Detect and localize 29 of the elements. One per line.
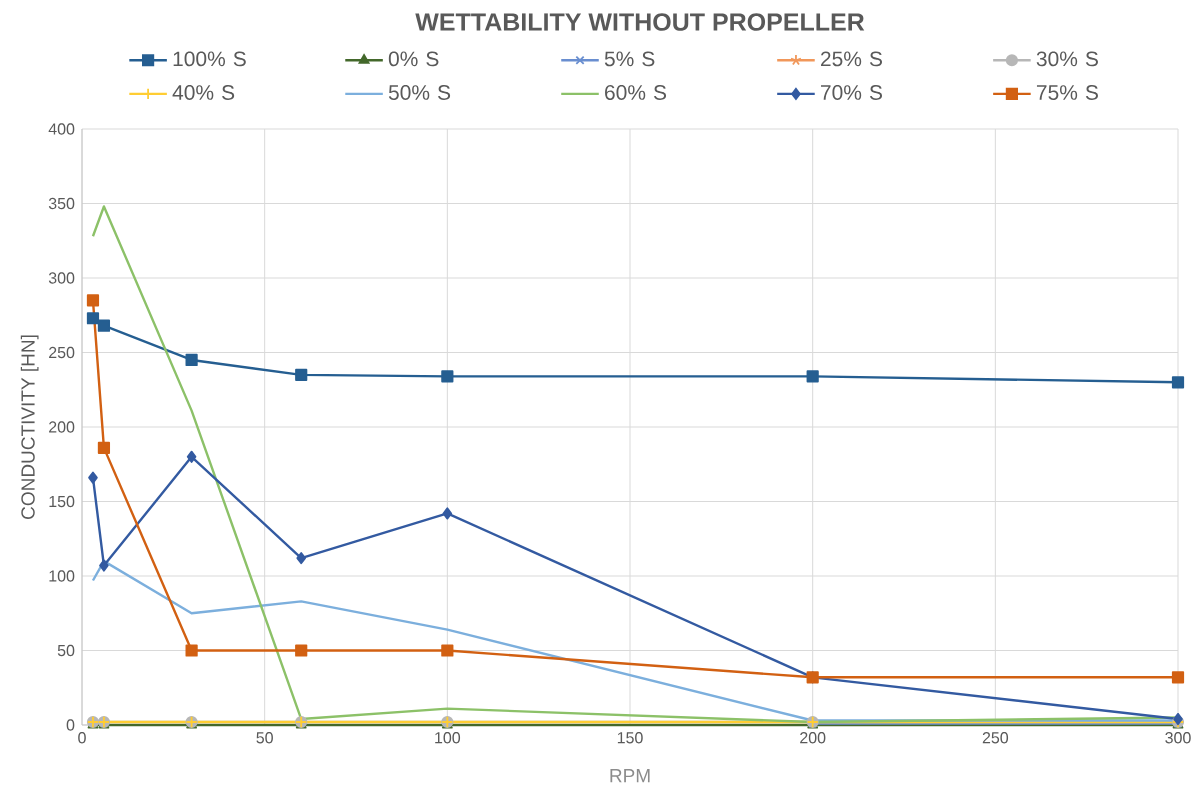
y-tick-label: 300 bbox=[48, 272, 75, 284]
legend-label: 50% S bbox=[388, 85, 451, 100]
y-tick-label: 50 bbox=[57, 644, 75, 657]
x-tick-label: 50 bbox=[256, 732, 273, 744]
y-tick-label: 250 bbox=[49, 346, 75, 359]
y-tick-label: 0 bbox=[66, 719, 75, 731]
legend-label: 40% S bbox=[172, 85, 235, 100]
x-tick-label: 100 bbox=[435, 732, 461, 744]
legend-label: 100% S bbox=[173, 51, 246, 67]
x-tick-label: 0 bbox=[78, 732, 86, 744]
legend-label: 75% S bbox=[1036, 85, 1098, 100]
y-tick-label: 150 bbox=[49, 495, 75, 508]
legend-label: 30% S bbox=[1036, 51, 1098, 67]
x-tick-label: 200 bbox=[800, 732, 826, 744]
x-axis-title: RPM bbox=[610, 769, 650, 783]
legend-label: 25% S bbox=[821, 51, 882, 67]
legend-label: 0% S bbox=[388, 51, 439, 67]
legend-label: 60% S bbox=[605, 85, 667, 100]
y-axis-title: CONDUCTIVITY [HN] bbox=[20, 335, 39, 519]
y-tick-label: 200 bbox=[49, 421, 75, 433]
y-tick-label: 400 bbox=[48, 123, 75, 135]
y-tick-label: 350 bbox=[48, 197, 75, 210]
x-tick-label: 300 bbox=[1165, 732, 1191, 744]
legend-label: 5% S bbox=[604, 51, 655, 67]
chart-title: WETTABILITY WITHOUT PROPELLER bbox=[415, 13, 865, 31]
y-tick-label: 100 bbox=[49, 570, 75, 582]
x-tick-label: 250 bbox=[982, 732, 1009, 744]
x-tick-label: 150 bbox=[617, 732, 643, 744]
legend-label: 70% S bbox=[821, 85, 882, 100]
